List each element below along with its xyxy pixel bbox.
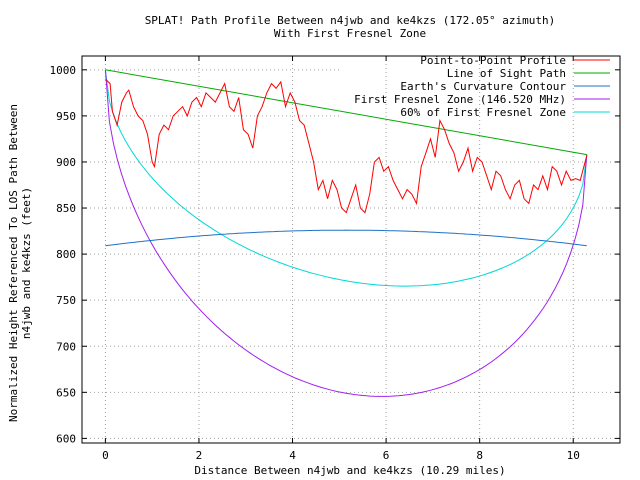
x-tick-label: 2 [196, 449, 203, 462]
legend-label: Earth's Curvature Contour [400, 80, 566, 93]
x-tick-label: 4 [289, 449, 296, 462]
legend-label: 60% of First Fresnel Zone [400, 106, 566, 119]
series-lines [104, 69, 588, 397]
chart-subtitle: With First Fresnel Zone [274, 27, 426, 40]
y-tick-label: 800 [56, 248, 76, 261]
y-tick-label: 950 [56, 110, 76, 123]
x-axis-label: Distance Between n4jwb and ke4kzs (10.29… [194, 464, 505, 477]
ticks: 0 2 4 6 8 10 600 650 700 750 800 850 900 950 1000 [50, 56, 620, 462]
legend-label: First Fresnel Zone (146.520 MHz) [354, 93, 566, 106]
x-tick-label: 10 [567, 449, 580, 462]
legend-label: Line of Sight Path [447, 67, 566, 80]
y-tick-label: 700 [56, 340, 76, 353]
x-tick-label: 0 [102, 449, 109, 462]
series-line-1 [105, 69, 587, 156]
series-line-3 [104, 69, 588, 397]
y-tick-label: 1000 [50, 64, 77, 77]
legend-label: Point-to-Point Profile [420, 54, 566, 67]
plot-frame [81, 55, 621, 444]
series-line-0 [105, 78, 588, 214]
y-tick-label: 600 [56, 432, 76, 445]
y-tick-label: 900 [56, 156, 76, 169]
y-axis-label-line1: Normalized Height Referenced To LOS Path… [7, 104, 20, 422]
y-axis-label-line2: n4jwb and ke4kzs (feet) [20, 187, 33, 339]
x-tick-label: 8 [476, 449, 483, 462]
series-line-4 [104, 69, 588, 287]
y-tick-label: 650 [56, 386, 76, 399]
grid [82, 56, 620, 443]
series-line-2 [105, 229, 587, 247]
y-tick-label: 750 [56, 294, 76, 307]
chart-title: SPLAT! Path Profile Between n4jwb and ke… [145, 14, 556, 27]
y-tick-label: 850 [56, 202, 76, 215]
x-tick-label: 6 [383, 449, 390, 462]
